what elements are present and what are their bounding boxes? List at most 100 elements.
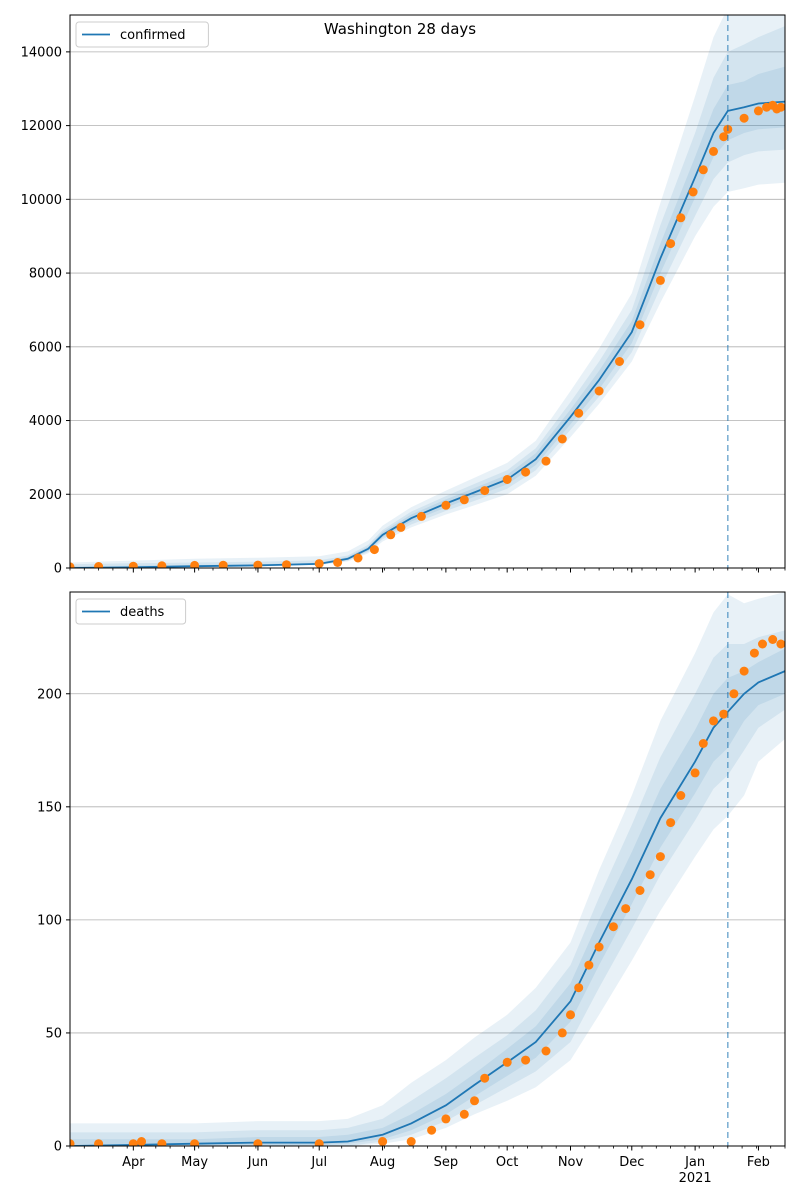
confirmed-observed-point (218, 560, 228, 568)
plot-area (70, 15, 785, 568)
deaths-observed-point (470, 1096, 479, 1106)
y-tick-label: 14000 (21, 45, 62, 60)
confirmed-observed-point (333, 558, 343, 567)
y-tick-label: 50 (45, 1026, 62, 1041)
confirmed-observed-point (698, 165, 708, 175)
deaths-model-line (70, 670, 785, 1146)
confirmed-observed-point (753, 106, 763, 116)
x-tick-label: Aug (370, 1155, 395, 1170)
x-tick-sublabel: 2021 (679, 1171, 712, 1186)
deaths-observed-point (719, 709, 729, 719)
confirmed-observed-point (574, 408, 584, 418)
deaths-observed-point (645, 870, 655, 880)
confirmed-observed-point (459, 495, 469, 505)
confirmed-observed-point (157, 561, 167, 568)
deaths-observed-point (566, 1010, 575, 1020)
figure-title: Washington 28 days (323, 20, 477, 38)
plot-area (70, 592, 785, 1146)
confirmed-observed-point (282, 560, 291, 568)
confirmed-observed-point (502, 475, 512, 484)
confirmed-observed-point (739, 113, 749, 123)
confirmed-observed-point (396, 522, 406, 532)
y-tick-label: 6000 (29, 340, 62, 355)
x-tick-label: Dec (619, 1155, 644, 1170)
uncertainty-band-3 (70, 66, 785, 568)
legend: confirmed (75, 21, 209, 48)
deaths-observed-point (608, 922, 618, 932)
x-tick-label: Nov (558, 1155, 584, 1170)
y-tick-label: 0 (54, 562, 62, 577)
deaths-observed-point (137, 1137, 146, 1146)
deaths-observed-point (541, 1046, 551, 1056)
deaths-observed-point (70, 1139, 75, 1146)
y-tick-label: 12000 (21, 119, 62, 134)
deaths-panel: 0 50 100 150 200 Apr May Jun Jul Aug Sep Oct Nov Dec J… (37, 591, 786, 1186)
deaths-observed-point (441, 1114, 451, 1124)
confirmed-observed-point (314, 559, 324, 568)
deaths-observed-point (253, 1139, 263, 1146)
confirmed-observed-point (655, 275, 665, 285)
confirmed-observed-point (557, 434, 567, 444)
deaths-observed-point (758, 639, 767, 649)
x-tick-label: Sep (434, 1155, 459, 1170)
deaths-observed-point (94, 1139, 104, 1146)
deaths-observed-point (594, 942, 604, 952)
deaths-observed-point (521, 1055, 531, 1065)
uncertainty-band-1 (70, 592, 785, 1146)
uncertainty-band-2 (70, 26, 785, 568)
uncertainty-band-1 (70, 15, 785, 568)
deaths-observed-point (749, 648, 759, 658)
x-tick-label: Jan (684, 1155, 705, 1170)
deaths-observed-point (666, 818, 676, 828)
confirmed-observed-point (441, 500, 451, 510)
y-tick-label: 2000 (29, 488, 62, 503)
x-tick-label: May (181, 1155, 208, 1170)
y-tick-label: 150 (37, 800, 62, 815)
deaths-observed-point (314, 1139, 324, 1146)
deaths-observed-point (190, 1139, 200, 1146)
deaths-observed-point (557, 1028, 567, 1038)
deaths-observed-point (502, 1057, 512, 1067)
deaths-observed-point (574, 983, 584, 993)
deaths-observed-point (406, 1137, 416, 1146)
deaths-observed-point (480, 1073, 490, 1083)
y-tick-label: 0 (54, 1140, 62, 1155)
uncertainty-band-3 (70, 648, 785, 1146)
legend-box (75, 21, 209, 48)
deaths-observed-point (621, 904, 631, 914)
confirmed-observed-point (480, 486, 490, 496)
y-tick-label: 100 (37, 913, 62, 928)
confirmed-observed-point (541, 456, 551, 466)
deaths-observed-point (459, 1109, 469, 1119)
x-tick-label: Feb (747, 1155, 770, 1170)
deaths-observed-point (378, 1137, 388, 1146)
deaths-observed-point (739, 666, 749, 676)
legend: deaths (75, 598, 187, 625)
legend-label: deaths (120, 605, 165, 620)
axes-frame (69, 14, 786, 569)
x-tick-label: Apr (122, 1155, 145, 1170)
deaths-observed-point (584, 960, 594, 970)
confirmed-observed-point (70, 562, 75, 568)
confirmed-observed-point (353, 553, 363, 563)
confirmed-observed-point (128, 561, 138, 568)
deaths-observed-point (128, 1139, 138, 1146)
deaths-observed-point (635, 886, 645, 895)
confirmed-observed-point (190, 560, 200, 568)
confirmed-observed-point (615, 357, 624, 366)
y-tick-label: 10000 (21, 193, 62, 208)
confirmed-observed-point (666, 239, 676, 249)
confirmed-observed-point (776, 102, 785, 112)
deaths-observed-point (157, 1139, 167, 1146)
y-tick-label: 200 (37, 687, 62, 702)
x-tick-label: Oct (496, 1155, 518, 1170)
legend-label: confirmed (120, 28, 186, 43)
y-tick-label: 4000 (29, 414, 62, 429)
confirmed-observed-point (386, 530, 396, 540)
deaths-observed-point (655, 852, 665, 862)
x-tick-label: Jun (247, 1155, 268, 1170)
confirmed-observed-point (94, 562, 104, 568)
deaths-observed-point (768, 635, 778, 644)
legend-box (75, 598, 187, 625)
deaths-observed-point (690, 768, 700, 778)
